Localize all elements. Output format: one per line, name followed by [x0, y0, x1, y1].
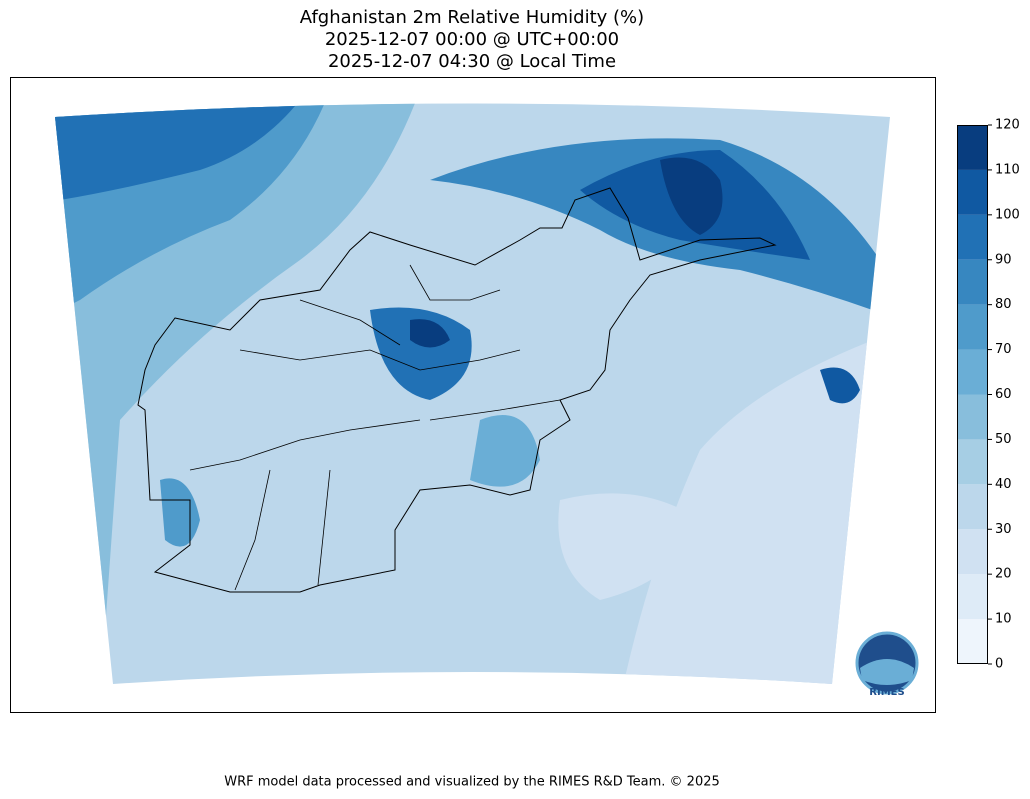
colorbar-band — [957, 125, 988, 170]
colorbar-band — [957, 439, 988, 485]
colorbar-tick-label: 110 — [995, 162, 1020, 177]
colorbar-tick-label: 10 — [995, 612, 1012, 627]
humidity-field — [55, 103, 890, 684]
colorbar-band — [957, 214, 988, 260]
title-line: 2025-12-07 00:00 @ UTC+00:00 — [325, 29, 619, 50]
colorbar-band — [957, 619, 988, 664]
colorbar-band — [957, 169, 988, 215]
logo-text: RIMES — [869, 687, 904, 698]
colorbar-frame — [957, 125, 988, 664]
colorbar-band — [957, 259, 988, 305]
colorbar-band — [957, 394, 988, 440]
colorbar-tick-label: 0 — [995, 657, 1003, 672]
colorbar-band — [957, 574, 988, 620]
colorbar-tick-label: 20 — [995, 567, 1012, 582]
colorbar-tick-label: 90 — [995, 252, 1012, 267]
colorbar-tick-label: 120 — [995, 118, 1020, 133]
footer: WRF model data processed and visualized … — [224, 775, 720, 790]
colorbar-tick-label: 30 — [995, 522, 1012, 537]
colorbar-band — [957, 349, 988, 395]
colorbar-tick-label: 100 — [995, 207, 1020, 222]
colorbar-tick-label: 70 — [995, 342, 1012, 357]
colorbar-tick-label: 60 — [995, 387, 1012, 402]
province-borders — [189, 264, 561, 591]
colorbar-tick-label: 80 — [995, 297, 1012, 312]
title-line: Afghanistan 2m Relative Humidity (%) — [300, 7, 644, 28]
logo: RIMES — [855, 631, 919, 698]
colorbar-band — [957, 529, 988, 575]
colorbar-band — [957, 484, 988, 530]
colorbar-tick-label: 50 — [995, 432, 1012, 447]
country-border — [137, 187, 777, 593]
colorbar-band — [957, 304, 988, 350]
title-line: 2025-12-07 04:30 @ Local Time — [328, 51, 616, 72]
colorbar-tick-label: 40 — [995, 477, 1012, 492]
